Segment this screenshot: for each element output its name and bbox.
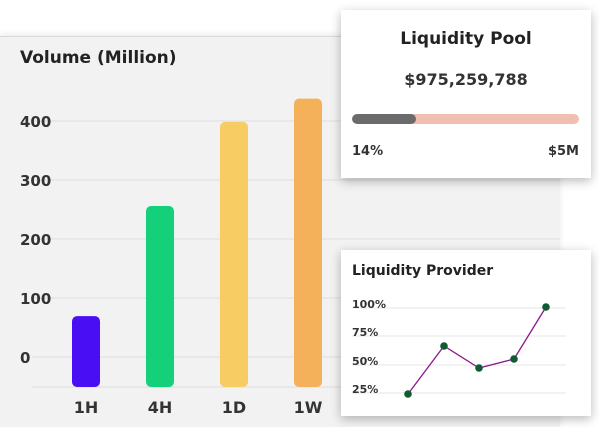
liquidity-pool-amount: $975,259,788 (404, 70, 528, 89)
x-tick-label: 1H (74, 398, 99, 417)
liquidity-pool-progress-fill (352, 114, 416, 124)
bar-1w (294, 98, 322, 387)
x-tick-label: 1D (222, 398, 246, 417)
bar-4h (146, 206, 174, 387)
x-tick-label: 4H (148, 398, 173, 417)
liquidity-provider-chart: 100% 75% 50% 25% (352, 298, 566, 398)
bar-1d (220, 121, 248, 388)
liquidity-provider-card: Liquidity Provider 100% 75% 50% 25% (341, 250, 591, 416)
volume-chart: 0 100 200 300 400 1H 4H 1D 1W (20, 98, 560, 417)
provider-data-point (510, 355, 518, 363)
provider-data-point (440, 342, 448, 350)
y-tick-label: 75% (352, 326, 378, 339)
y-tick-label: 100 (20, 290, 51, 308)
x-tick-label: 1W (294, 398, 323, 417)
liquidity-pool-max-label: $5M (547, 144, 579, 159)
liquidity-pool-progress-bar (352, 114, 579, 124)
y-tick-label: 300 (20, 172, 51, 190)
y-tick-label: 25% (352, 383, 378, 396)
bar-1h (72, 316, 100, 387)
y-tick-label: 400 (20, 113, 51, 131)
liquidity-pool-title: Liquidity Pool (400, 29, 532, 49)
y-tick-label: 0 (20, 349, 30, 367)
provider-data-point (475, 364, 483, 372)
provider-series-line (407, 306, 547, 395)
liquidity-pool-min-label: 14% (352, 144, 384, 159)
provider-data-point (542, 303, 550, 311)
y-tick-label: 200 (20, 231, 51, 249)
liquidity-provider-title: Liquidity Provider (352, 263, 494, 279)
provider-data-point (404, 390, 412, 398)
volume-title: Volume (Million) (20, 48, 177, 68)
y-tick-label: 100% (352, 298, 386, 311)
liquidity-pool-card: Liquidity Pool $975,259,788 14% $5M (341, 10, 591, 178)
y-tick-label: 50% (352, 355, 378, 368)
